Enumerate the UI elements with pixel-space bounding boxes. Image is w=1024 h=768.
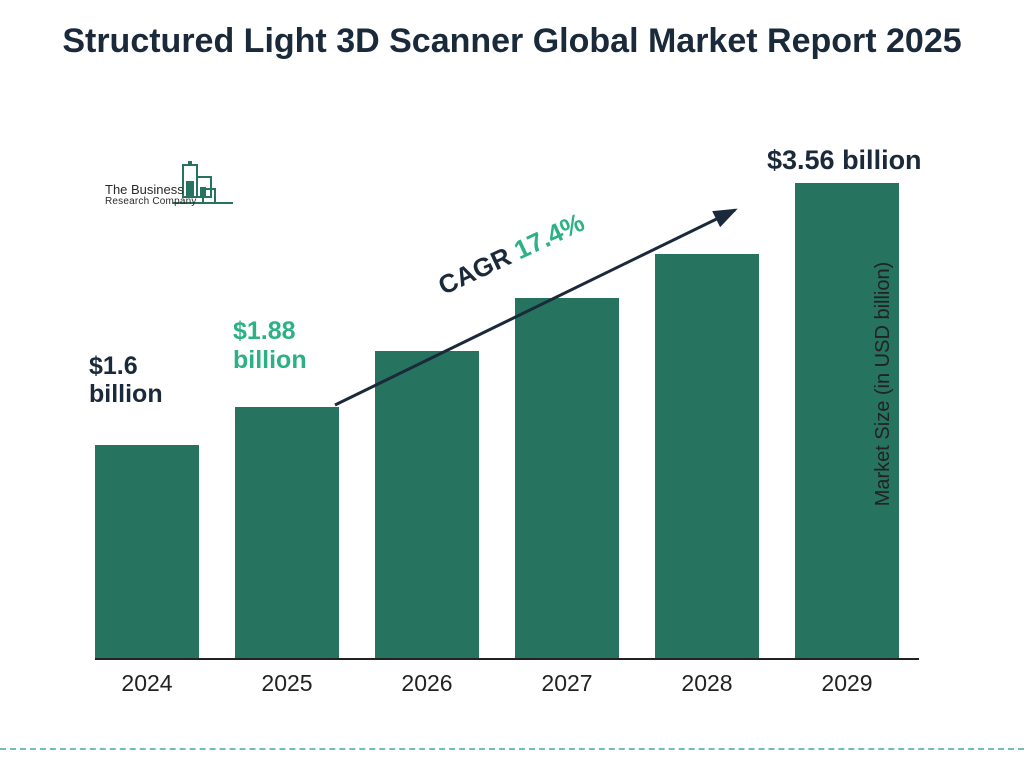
- footer-divider: [0, 748, 1024, 750]
- chart-canvas: Structured Light 3D Scanner Global Marke…: [0, 0, 1024, 768]
- trend-arrow: [0, 0, 1024, 768]
- y-axis-label: Market Size (in USD billion): [872, 262, 895, 507]
